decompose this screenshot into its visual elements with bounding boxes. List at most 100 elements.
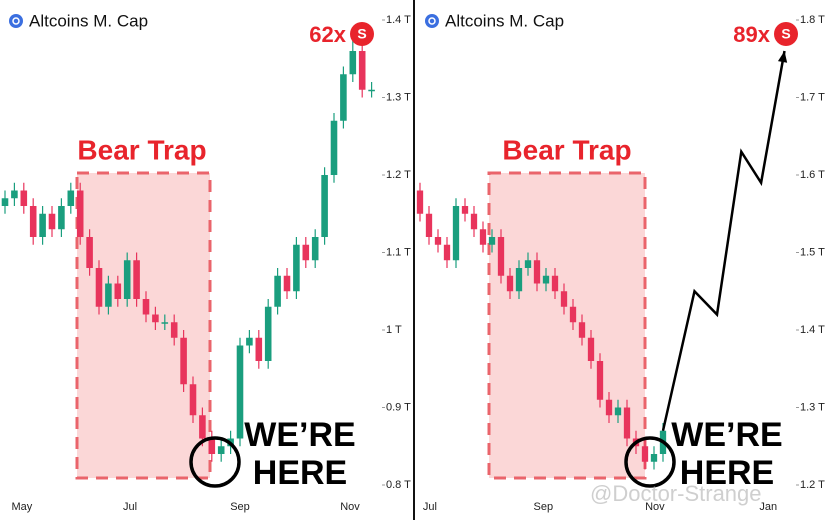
candle-body (479, 229, 487, 245)
y-tick-label: 0.9 T (386, 401, 411, 413)
projection-line (661, 50, 786, 432)
candle-body (20, 190, 28, 206)
candle-body (497, 237, 505, 276)
candle-body (67, 190, 75, 206)
candle-body (641, 446, 649, 462)
candle-body (133, 260, 140, 299)
candle-body (189, 384, 197, 416)
candle-body (58, 206, 65, 230)
x-tick-label: May (12, 501, 33, 513)
title-icon-inner (12, 17, 20, 25)
candle-body (349, 51, 357, 75)
candle-body (596, 361, 604, 400)
candle-body (551, 275, 559, 292)
candle-body (569, 306, 577, 323)
highlight-circle (189, 436, 241, 488)
candle-body (105, 283, 112, 307)
x-tick-label: Jan (759, 501, 777, 513)
title-icon-inner (428, 17, 436, 25)
here-label: WE’RE (671, 416, 782, 454)
candle-body (515, 268, 523, 292)
candle-body (542, 275, 550, 284)
y-tick-label: 1.1 T (386, 246, 411, 258)
bear-trap-zone (75, 171, 212, 480)
candle-body (452, 206, 460, 261)
candle-body (208, 438, 216, 454)
candle-body (39, 213, 46, 237)
candle-body (470, 213, 478, 230)
candle-body (605, 399, 613, 416)
badge-circle (350, 22, 374, 46)
candle-body (123, 260, 131, 299)
candle-body (95, 268, 103, 307)
candle-body (488, 237, 496, 245)
arrow-head (777, 51, 788, 63)
here-label: WE’RE (244, 416, 355, 454)
title-icon (9, 14, 23, 28)
here-label: HERE (253, 454, 347, 492)
highlight-circle (624, 436, 676, 488)
candle-body (506, 275, 514, 292)
badge-letter: S (781, 26, 790, 42)
candle-body (217, 446, 225, 454)
y-tick-label: 1.2 T (386, 169, 411, 181)
candle-body (434, 237, 442, 245)
candle-body (246, 337, 253, 346)
candle-body (321, 175, 328, 237)
x-tick-label: Sep (534, 501, 554, 513)
candle-body (587, 337, 595, 361)
y-tick-label: 1 T (386, 324, 402, 336)
zone-label: Bear Trap (77, 134, 206, 165)
zone-label: Bear Trap (502, 134, 631, 165)
candle-body (416, 190, 424, 214)
candle-body (283, 275, 291, 292)
x-tick-label: Jul (123, 501, 137, 513)
chart-title: Altcoins M. Cap (445, 11, 564, 30)
y-tick-label: 1.6 T (800, 169, 825, 181)
candle-body (11, 190, 18, 199)
y-tick-label: 1.5 T (800, 246, 825, 258)
candle-body (578, 322, 586, 338)
candle-body (76, 190, 84, 237)
y-tick-label: 1.3 T (386, 91, 411, 103)
x-tick-label: Nov (340, 501, 360, 513)
candle-body (524, 260, 532, 268)
y-tick-label: 1.2 T (800, 479, 825, 491)
candle-body (264, 306, 272, 361)
candle-body (86, 237, 93, 268)
badge-letter: S (357, 26, 366, 42)
candle-body (255, 337, 263, 361)
x-tick-label: Sep (230, 501, 250, 513)
here-label: HERE (680, 454, 774, 492)
candle-body (330, 120, 338, 175)
candle-body (274, 275, 281, 307)
y-tick-label: 1.7 T (800, 91, 825, 103)
candle-body (425, 213, 433, 237)
candle-body (614, 407, 622, 416)
candle-body (311, 237, 319, 261)
candle-body (114, 283, 122, 299)
y-tick-label: 0.8 T (386, 479, 411, 491)
bear-trap-zone (487, 171, 647, 480)
badge-circle (774, 22, 798, 46)
candle-body (170, 322, 178, 338)
candle-body (161, 322, 169, 324)
candle-body (142, 299, 150, 315)
y-tick-label: 1.3 T (800, 401, 825, 413)
candle-body (152, 314, 159, 323)
candle-body (623, 407, 631, 439)
candle-body (533, 260, 541, 284)
candle-body (650, 454, 658, 462)
y-tick-label: 1.8 T (800, 14, 825, 26)
candle-body (48, 213, 56, 230)
candle-body (199, 415, 206, 439)
y-tick-label: 1.4 T (800, 324, 825, 336)
candle-body (293, 244, 300, 292)
chart-title: Altcoins M. Cap (29, 11, 148, 30)
title-icon (425, 14, 439, 28)
y-tick-label: 1.4 T (386, 14, 411, 26)
multiplier: 62x (309, 22, 346, 47)
x-tick-label: Jul (423, 501, 437, 513)
candle-body (29, 206, 37, 237)
